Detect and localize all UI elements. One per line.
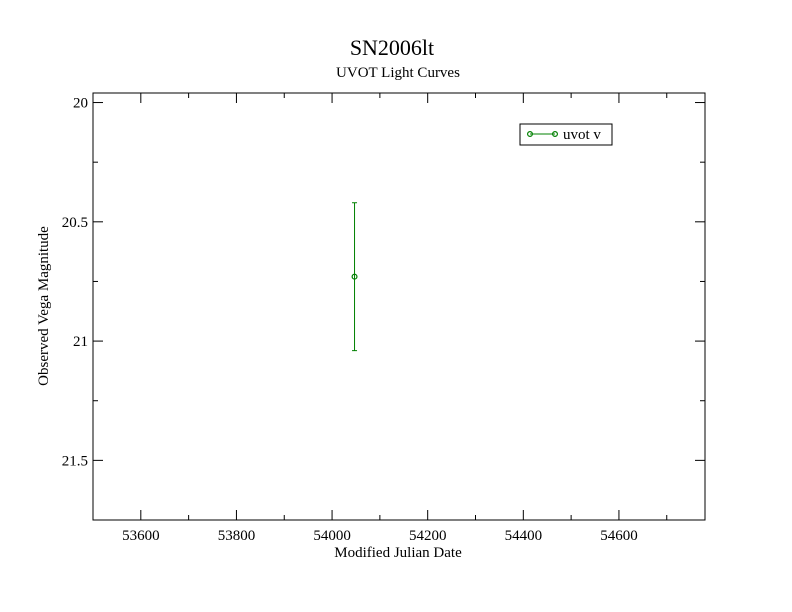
x-tick-label: 54600: [600, 528, 638, 544]
x-tick-label: 54400: [505, 528, 543, 544]
data-point: [351, 273, 358, 280]
y-tick-label: 20.5: [62, 215, 88, 231]
plot-frame: [92, 92, 706, 521]
y-tick-label: 21: [73, 334, 88, 350]
legend-marker-right: [551, 131, 558, 138]
x-tick-label: 54000: [313, 528, 351, 544]
chart-title: SN2006lt: [350, 35, 434, 60]
x-tick-label: 53800: [218, 528, 256, 544]
legend-marker-left: [526, 131, 533, 138]
legend-label-uvot-v: uvot v: [563, 127, 601, 143]
data-series: [351, 202, 358, 352]
legend-box: [519, 123, 613, 146]
x-axis-label: Modified Julian Date: [334, 545, 462, 561]
y-axis-label: Observed Vega Magnitude: [36, 226, 52, 386]
legend: uvot v: [519, 123, 613, 146]
chart-subtitle: UVOT Light Curves: [336, 65, 460, 81]
y-tick-label: 20: [73, 96, 88, 112]
y-tick-label: 21.5: [62, 453, 88, 469]
x-axis-ticks: 53600 53800 54000 54200 54400 54600: [92, 93, 668, 544]
x-tick-label: 54200: [409, 528, 447, 544]
y-axis-ticks: 20 20.5 21 21.5: [62, 96, 705, 521]
x-tick-label: 53600: [122, 528, 160, 544]
